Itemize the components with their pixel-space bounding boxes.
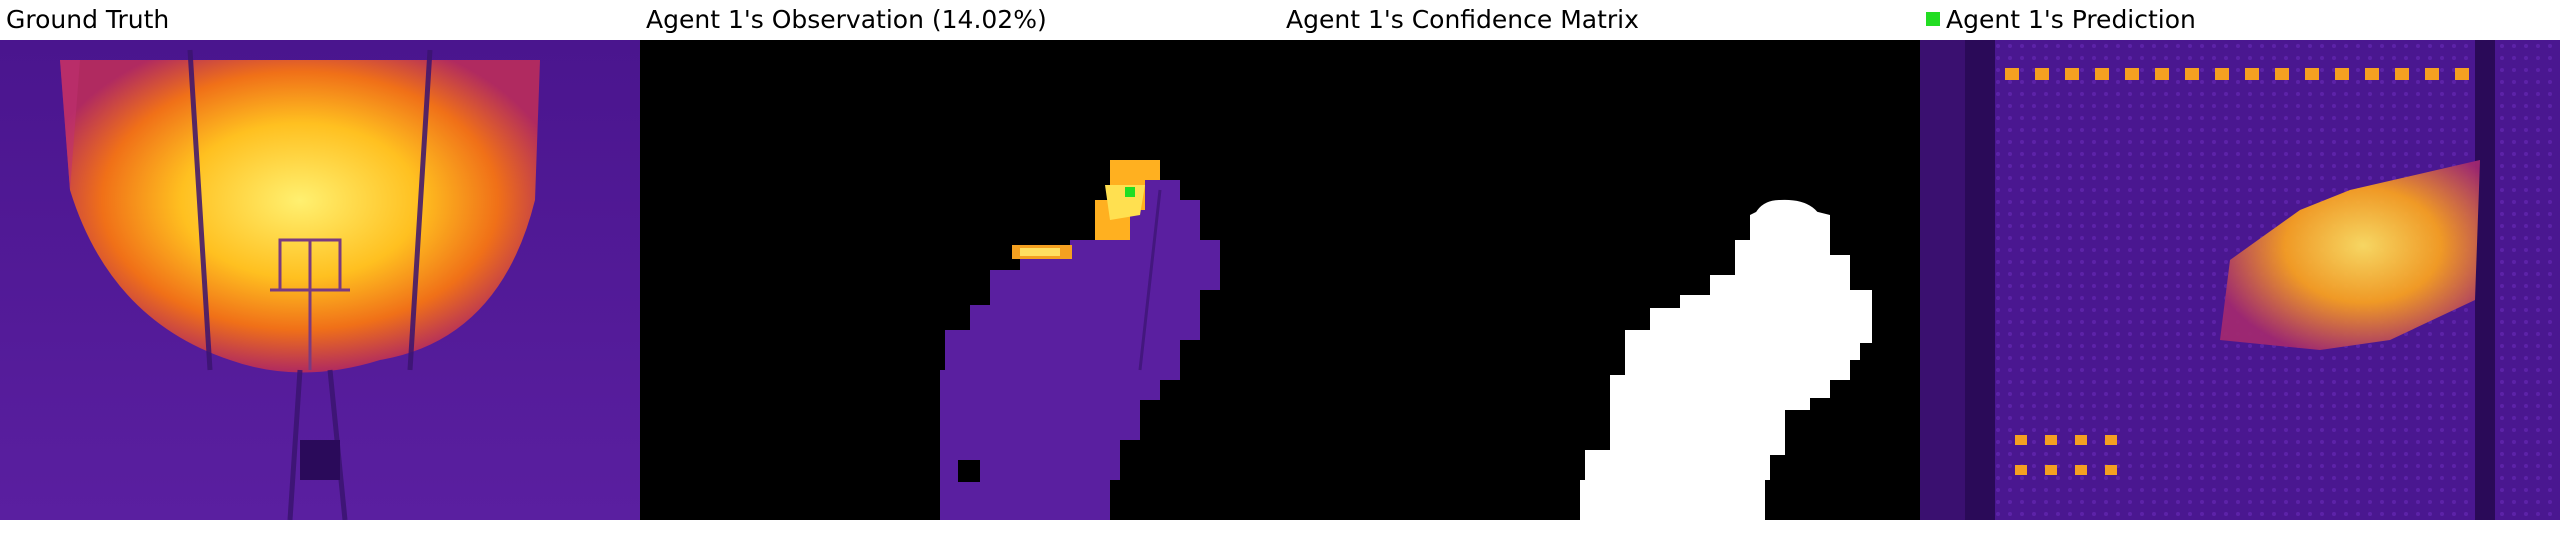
confidence-panel: Agent 1's Confidence Matrix bbox=[1280, 0, 1920, 560]
prediction-title: Agent 1's Prediction bbox=[1926, 4, 2196, 36]
legend-green-square-icon bbox=[1926, 12, 1940, 26]
ground-truth-image bbox=[0, 40, 640, 520]
observation-image bbox=[640, 40, 1280, 520]
observation-agent-marker bbox=[1125, 187, 1135, 197]
observation-title: Agent 1's Observation (14.02%) bbox=[646, 5, 1047, 34]
ground-truth-panel: Ground Truth bbox=[0, 0, 640, 560]
confidence-title: Agent 1's Confidence Matrix bbox=[1286, 5, 1639, 34]
observation-panel: Agent 1's Observation (14.02%) bbox=[640, 0, 1280, 560]
prediction-panel: Agent 1's Prediction bbox=[1920, 0, 2560, 560]
confidence-image bbox=[1280, 40, 1920, 520]
ground-truth-title: Ground Truth bbox=[6, 5, 170, 34]
prediction-title-text: Agent 1's Prediction bbox=[1946, 5, 2196, 34]
prediction-image bbox=[1920, 40, 2560, 520]
